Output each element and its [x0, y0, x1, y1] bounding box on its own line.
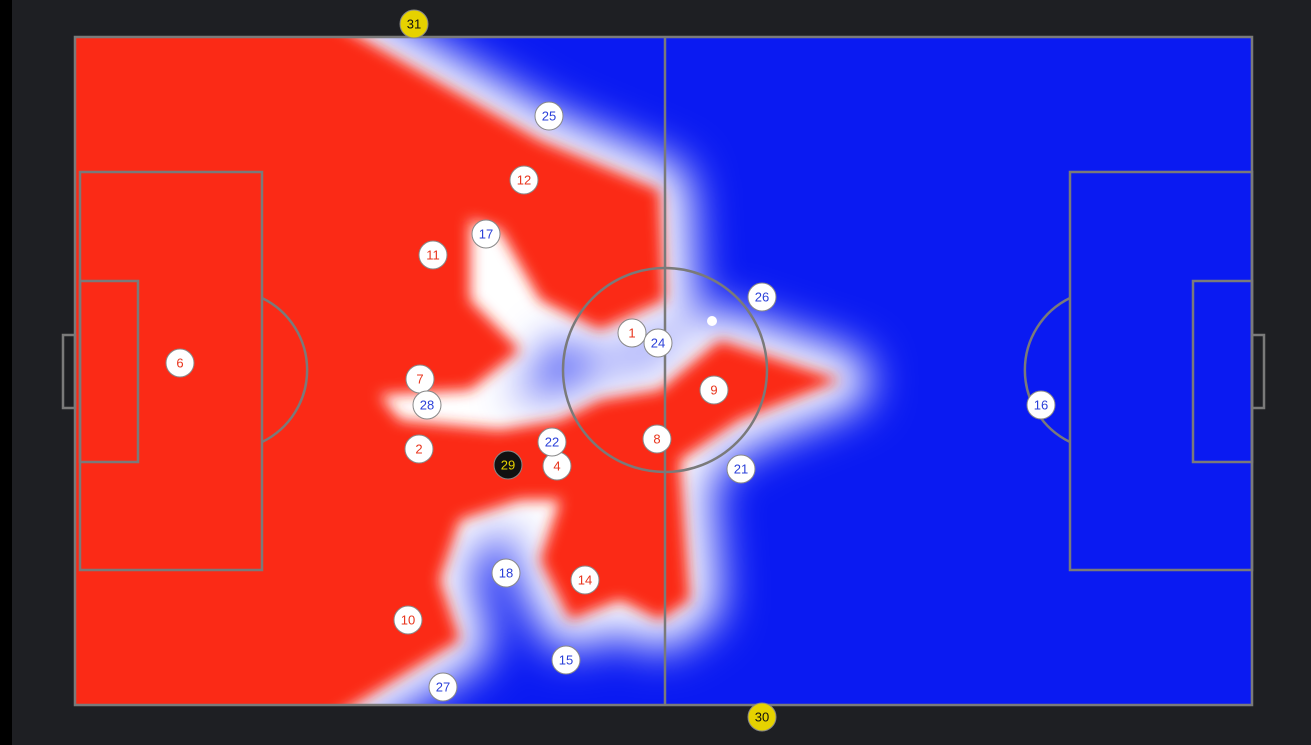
player-number: 30 — [755, 710, 769, 725]
player-circle — [617, 318, 647, 348]
player-circle — [509, 165, 539, 195]
player-marker: 29 — [493, 450, 523, 480]
player-number: 10 — [401, 613, 415, 628]
player-circle — [404, 434, 434, 464]
player-number: 1 — [628, 326, 635, 341]
player-circle — [493, 450, 523, 480]
player-number: 2 — [415, 442, 422, 457]
player-number: 14 — [578, 573, 592, 588]
player-circle — [412, 390, 442, 420]
player-marker: 10 — [393, 605, 423, 635]
player-marker: 1 — [617, 318, 647, 348]
player-number: 8 — [653, 432, 660, 447]
player-number: 11 — [426, 248, 440, 263]
player-marker: 14 — [570, 565, 600, 595]
player-marker: 30 — [747, 702, 777, 732]
player-marker: 8 — [642, 424, 672, 454]
player-number: 27 — [436, 680, 450, 695]
player-circle — [428, 672, 458, 702]
player-circle — [471, 219, 501, 249]
player-circle — [1026, 390, 1056, 420]
player-marker: 7 — [405, 364, 435, 394]
player-circle — [165, 348, 195, 378]
player-number: 7 — [416, 372, 423, 387]
edge — [0, 0, 12, 745]
player-circle — [418, 240, 448, 270]
player-number: 9 — [710, 383, 717, 398]
players: 6121172419814102517262428222118152716312… — [165, 9, 1056, 732]
player-circle — [534, 101, 564, 131]
player-number: 21 — [734, 462, 748, 477]
pitch-lines — [61, 35, 1266, 707]
player-number: 6 — [176, 356, 183, 371]
player-number: 24 — [651, 336, 665, 351]
player-marker: 17 — [471, 219, 501, 249]
player-number: 31 — [407, 17, 421, 32]
player-circle — [491, 558, 521, 588]
player-number: 4 — [553, 459, 560, 474]
player-marker: 26 — [747, 282, 777, 312]
player-circle — [747, 702, 777, 732]
player-marker: 18 — [491, 558, 521, 588]
heatmap — [75, 37, 1252, 705]
player-marker: 6 — [165, 348, 195, 378]
player-circle — [551, 645, 581, 675]
player-number: 29 — [501, 458, 515, 473]
player-marker: 24 — [643, 328, 673, 358]
player-number: 12 — [517, 173, 531, 188]
player-marker: 27 — [428, 672, 458, 702]
player-circle — [393, 605, 423, 635]
player-circle — [537, 427, 567, 457]
player-number: 25 — [542, 109, 556, 124]
player-marker: 9 — [699, 375, 729, 405]
player-marker: 21 — [726, 454, 756, 484]
player-marker: 25 — [534, 101, 564, 131]
player-circle — [747, 282, 777, 312]
player-circle — [399, 9, 429, 39]
player-circle — [570, 565, 600, 595]
player-marker: 11 — [418, 240, 448, 270]
player-marker: 31 — [399, 9, 429, 39]
player-marker: 12 — [509, 165, 539, 195]
player-marker: 16 — [1026, 390, 1056, 420]
player-number: 18 — [499, 566, 513, 581]
player-marker: 22 — [537, 427, 567, 457]
player-circle — [643, 328, 673, 358]
home-control — [75, 37, 840, 705]
player-marker: 15 — [551, 645, 581, 675]
player-circle — [699, 375, 729, 405]
player-number: 17 — [479, 227, 493, 242]
player-number: 16 — [1034, 398, 1048, 413]
player-marker: 28 — [412, 390, 442, 420]
player-circle — [726, 454, 756, 484]
player-marker: 2 — [404, 434, 434, 464]
player-marker: 4 — [542, 451, 572, 481]
player-number: 22 — [545, 435, 559, 450]
player-number: 28 — [420, 398, 434, 413]
player-number: 15 — [559, 653, 573, 668]
player-number: 26 — [755, 290, 769, 305]
player-circle — [642, 424, 672, 454]
